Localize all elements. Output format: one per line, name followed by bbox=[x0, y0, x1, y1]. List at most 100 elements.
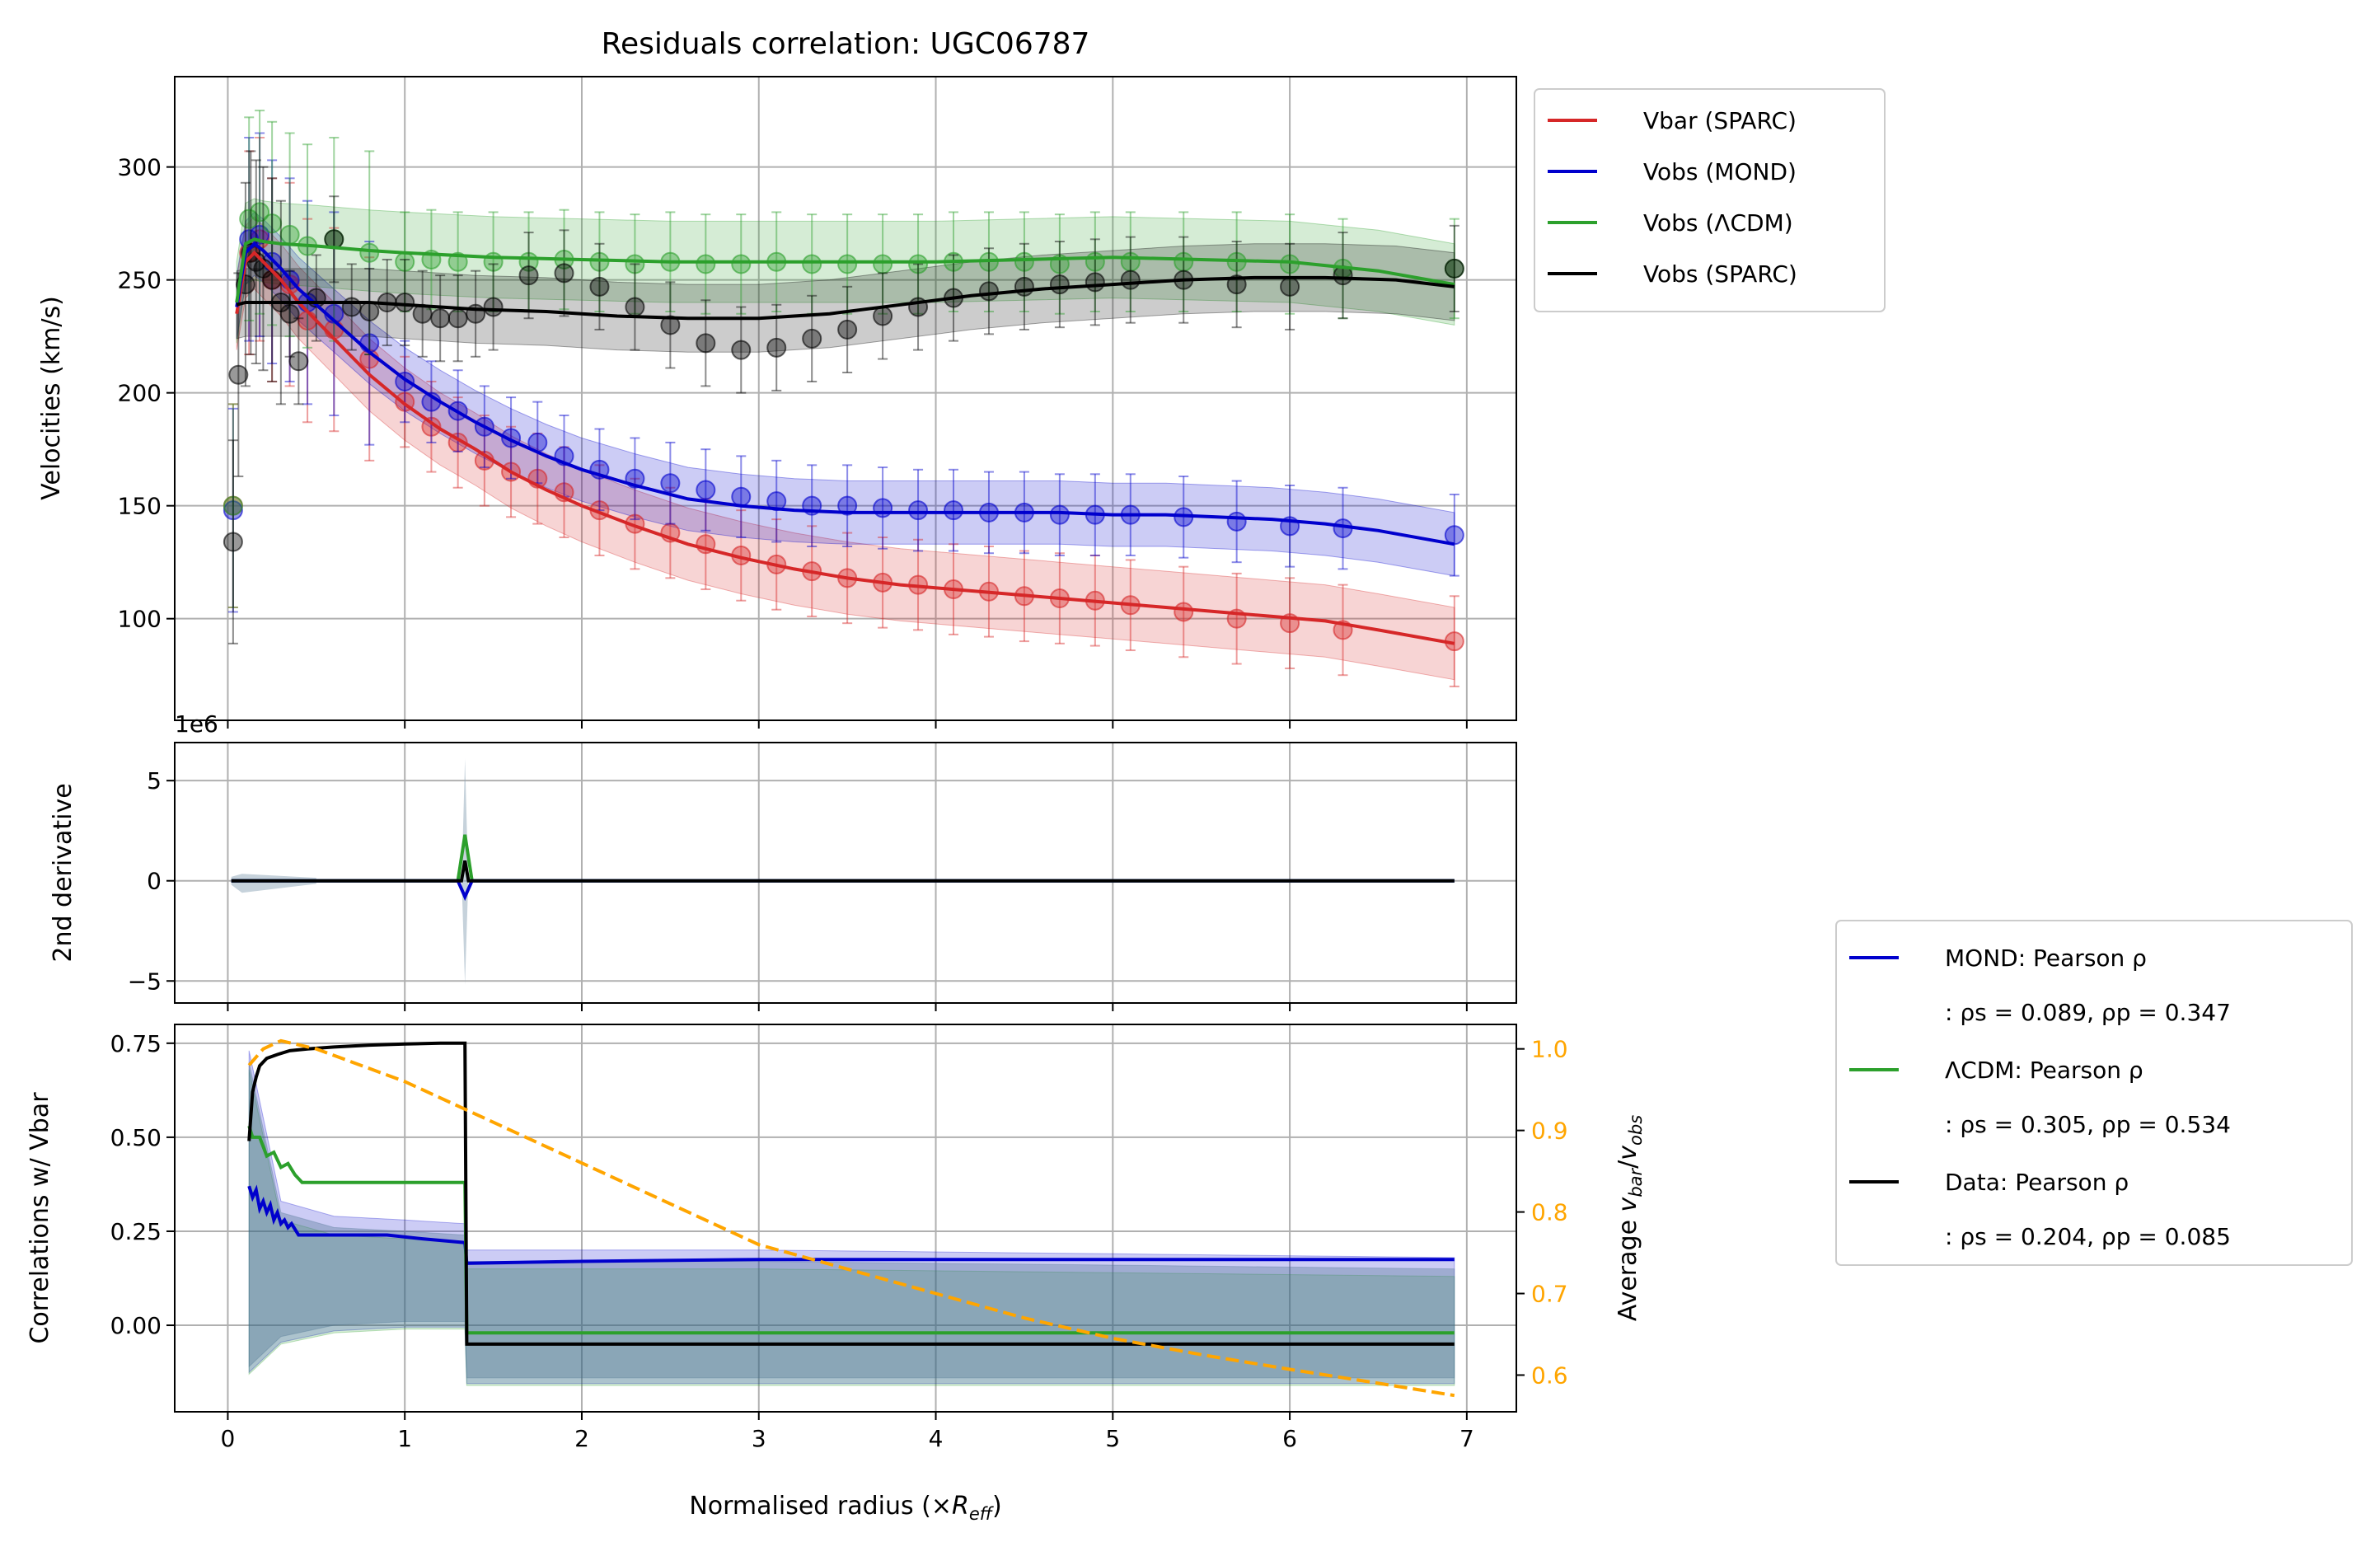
data-point bbox=[1444, 258, 1464, 279]
data-point bbox=[944, 500, 964, 521]
data-point bbox=[731, 340, 752, 360]
velocity-legend: Vbar (SPARC) Vobs (MOND) Vobs (ΛCDM) Vobs (… bbox=[1534, 88, 1886, 312]
y-tick-label: −5 bbox=[128, 968, 162, 995]
velocity-panel-border bbox=[174, 76, 1517, 721]
y-tick-label: 250 bbox=[118, 267, 162, 294]
data-point bbox=[766, 337, 787, 358]
velocity-panel: 100 150 200 250 300 Residuals correlation: U… bbox=[37, 27, 1517, 729]
legend-label: Vobs (MOND) bbox=[1643, 158, 1797, 185]
data-point bbox=[395, 293, 415, 313]
legend-label: Vobs (ΛCDM) bbox=[1643, 209, 1793, 237]
correlation-y-label: Correlations w/ Vbar bbox=[26, 1092, 54, 1344]
ratio-label-s1: bar bbox=[1626, 1167, 1646, 1197]
legend-stats: : ρs = 0.305, ρp = 0.534 bbox=[1945, 1111, 2231, 1138]
correlation-legend-box bbox=[1835, 920, 2353, 1266]
data-point bbox=[359, 242, 380, 263]
data-point bbox=[837, 254, 858, 274]
legend-label: MOND: Pearson ρ bbox=[1945, 944, 2147, 972]
correlation-panel-border bbox=[174, 1024, 1517, 1413]
ratio-label-v2: v bbox=[1614, 1145, 1642, 1160]
y-tick-label: 100 bbox=[118, 606, 162, 633]
data-point bbox=[483, 297, 504, 317]
data-point bbox=[554, 263, 574, 284]
velocity-y-ticks: 100 150 200 250 300 bbox=[118, 154, 175, 633]
data-point bbox=[589, 276, 610, 297]
data-point bbox=[279, 303, 300, 324]
correlation-band bbox=[248, 1050, 1455, 1385]
data-point bbox=[1085, 272, 1105, 293]
data-point bbox=[1226, 511, 1247, 532]
y-tick-label: 0.25 bbox=[110, 1218, 162, 1245]
correlation-panel: 0.00 0.25 0.50 0.75 0.6 0.7 0.8 0.9 1.0 0 1 2 3 4 5 6… bbox=[26, 1024, 1646, 1524]
ratio-label-v1: v bbox=[1614, 1196, 1642, 1212]
x-tick-label: 0 bbox=[221, 1425, 236, 1452]
data-point bbox=[1049, 504, 1070, 525]
y-tick-label: 200 bbox=[118, 380, 162, 407]
legend-stats: : ρs = 0.204, ρp = 0.085 bbox=[1945, 1223, 2231, 1250]
legend-label: Vbar (SPARC) bbox=[1643, 107, 1797, 134]
legend-label: Vobs (SPARC) bbox=[1643, 260, 1797, 288]
y-tick-label: 150 bbox=[118, 493, 162, 520]
velocity-legend-box bbox=[1534, 88, 1886, 312]
correlation-grid bbox=[175, 1024, 1516, 1412]
x-axis-label-post: ) bbox=[992, 1492, 1002, 1521]
ratio-label-slash: / bbox=[1614, 1160, 1642, 1169]
derivative-x-ticks bbox=[227, 1003, 1468, 1011]
y-tick-label: 0.00 bbox=[110, 1312, 162, 1339]
ratio-y2-label: Average vbar/vobs bbox=[1614, 1115, 1646, 1321]
data-point bbox=[908, 254, 929, 274]
x-tick-label: 3 bbox=[752, 1425, 766, 1452]
x-axis-label: Normalised radius (×Reff) bbox=[689, 1492, 1001, 1524]
velocity-x-ticks bbox=[227, 720, 1468, 729]
correlation-line bbox=[247, 1125, 1455, 1335]
derivative-panel-border bbox=[174, 742, 1517, 1004]
data-point bbox=[288, 351, 309, 372]
data-point bbox=[262, 213, 283, 234]
derivative-offset-label: 1e6 bbox=[175, 710, 218, 738]
x-tick-label: 2 bbox=[574, 1425, 589, 1452]
x-tick-label: 5 bbox=[1105, 1425, 1120, 1452]
data-point bbox=[731, 486, 752, 507]
y2-tick-label: 0.6 bbox=[1531, 1362, 1568, 1389]
data-point bbox=[873, 498, 893, 518]
ratio-y2-ticks: 0.6 0.7 0.8 0.9 1.0 bbox=[1516, 1036, 1568, 1389]
velocity-fit-line bbox=[235, 250, 1455, 645]
correlation-line bbox=[247, 1041, 1455, 1346]
velocity-lines bbox=[235, 237, 1455, 645]
derivative-y-label: 2nd derivative bbox=[49, 783, 77, 962]
x-tick-label: 7 bbox=[1459, 1425, 1474, 1452]
correlation-lines bbox=[247, 1038, 1455, 1398]
data-point bbox=[802, 254, 822, 274]
data-point bbox=[873, 306, 893, 326]
data-point bbox=[873, 254, 893, 274]
data-point bbox=[239, 209, 260, 229]
data-point bbox=[908, 500, 929, 521]
ratio-label-s2: obs bbox=[1626, 1115, 1646, 1146]
velocity-band bbox=[236, 243, 1455, 353]
correlation-panel-frame bbox=[175, 1024, 1516, 1412]
data-point bbox=[359, 301, 380, 321]
data-point bbox=[223, 500, 243, 521]
data-point bbox=[279, 224, 300, 245]
data-point bbox=[696, 254, 716, 274]
derivative-panel: −5 0 5 1e6 2nd derivative bbox=[49, 710, 1517, 1011]
y-tick-label: 300 bbox=[118, 154, 162, 181]
y2-tick-label: 0.9 bbox=[1531, 1118, 1568, 1145]
y-tick-label: 5 bbox=[147, 767, 162, 794]
correlation-band bbox=[248, 1062, 1455, 1379]
average-ratio-line bbox=[247, 1038, 1455, 1398]
data-point bbox=[1014, 251, 1034, 272]
data-point bbox=[447, 308, 468, 329]
data-point bbox=[978, 281, 999, 302]
derivative-lines bbox=[231, 758, 1455, 986]
data-point bbox=[430, 308, 451, 329]
x-axis-label-pre: Normalised radius (× bbox=[689, 1492, 952, 1521]
data-point bbox=[660, 473, 681, 494]
correlation-x-ticks: 0 1 2 3 4 5 6 7 bbox=[221, 1412, 1474, 1452]
data-point bbox=[1444, 525, 1464, 546]
velocity-fit-line bbox=[235, 241, 1455, 546]
x-axis-label-r: R bbox=[952, 1492, 969, 1521]
data-point bbox=[228, 364, 249, 385]
data-point bbox=[1280, 276, 1300, 297]
